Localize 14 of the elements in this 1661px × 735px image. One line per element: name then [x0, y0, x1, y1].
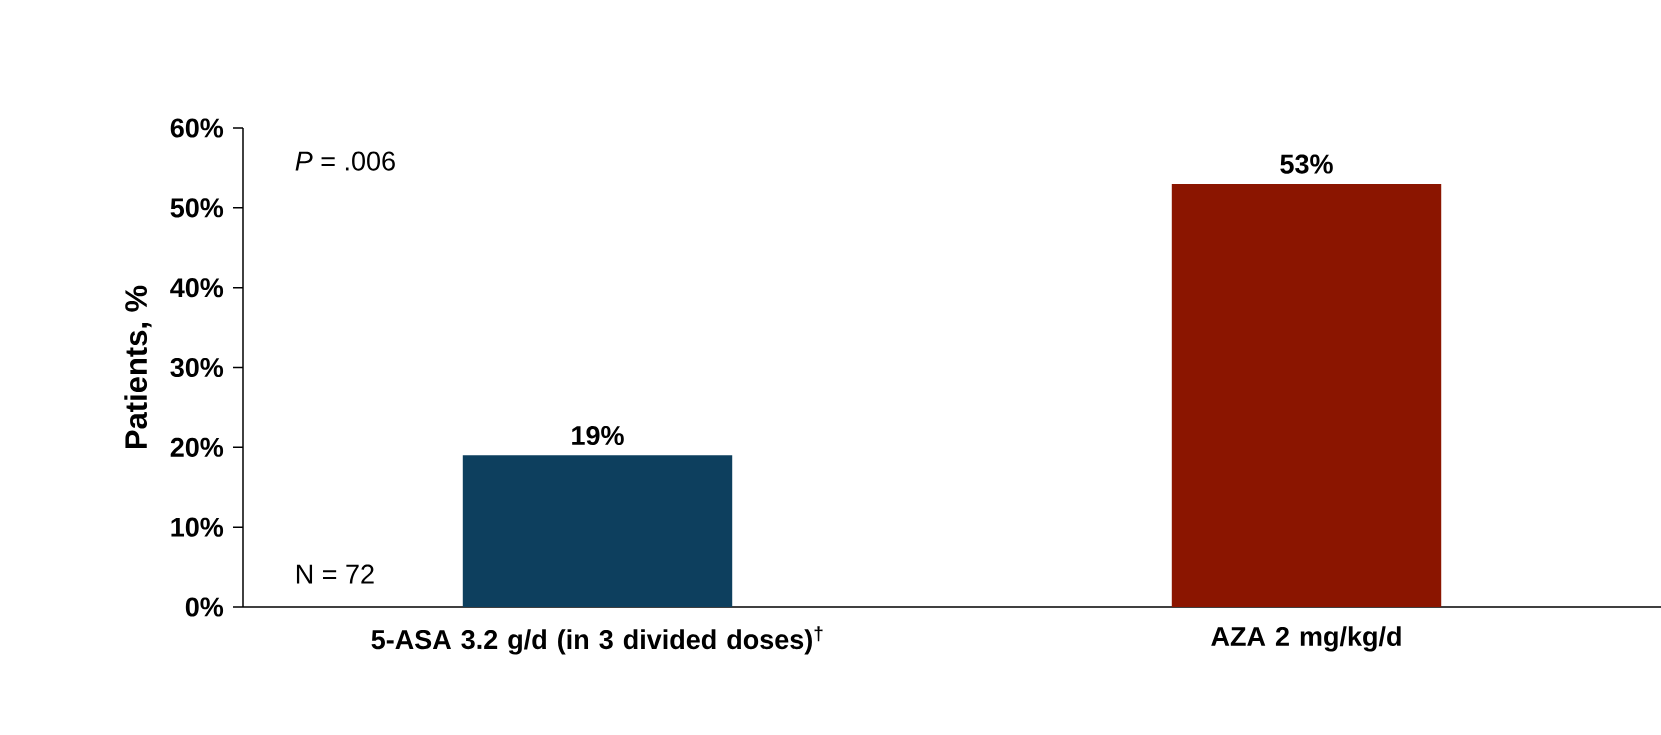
- x-tick-label: AZA 2 mg/kg/d: [1211, 626, 1401, 652]
- y-tick-label: 0%: [185, 597, 224, 617]
- y-tick-label: 10%: [171, 517, 224, 537]
- y-tick-label: 60%: [170, 118, 224, 138]
- annotation: P = .006: [295, 151, 395, 171]
- x-tick-label: 5-ASA 3.2 g/d (in 3 divided doses)$^{†}$: [371, 626, 823, 655]
- y-tick-label: 50%: [170, 198, 224, 218]
- y-tick-label: 30%: [170, 357, 224, 378]
- data-label: 53%: [1280, 154, 1333, 174]
- annotation: N = 72: [296, 564, 374, 584]
- data-label: 19%: [572, 425, 624, 446]
- y-tick-label: 40%: [170, 278, 224, 298]
- y-tick-label: 20%: [170, 437, 224, 457]
- y-axis-title: Patients, %: [124, 285, 152, 449]
